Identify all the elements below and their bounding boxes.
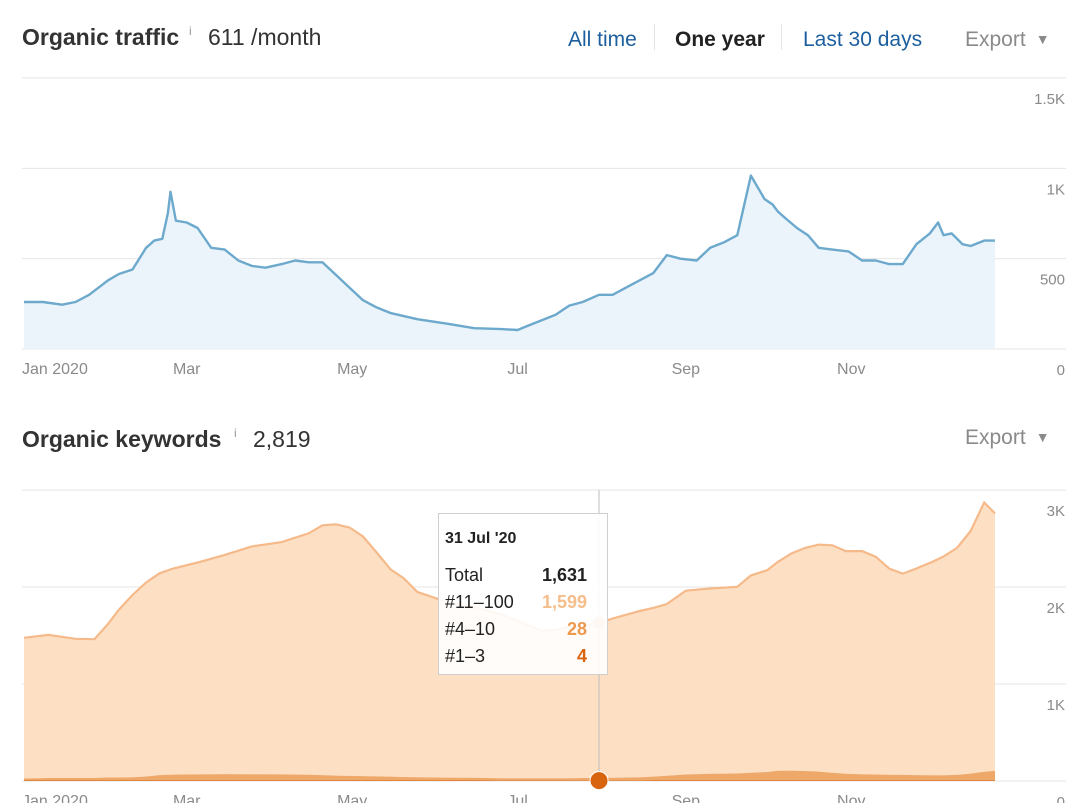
tooltip-row-11-100: #11–100 1,599: [445, 592, 587, 613]
x-tick-label: Jul: [507, 793, 527, 803]
export-label: Export: [965, 28, 1026, 51]
y-tick-label: 1K: [1047, 697, 1065, 714]
y-tick-label: 0: [1057, 362, 1065, 379]
y-tick-label: 0: [1057, 794, 1065, 803]
x-tick-label: Nov: [837, 361, 865, 378]
x-tick-label: Sep: [672, 793, 701, 803]
export-label: Export: [965, 426, 1026, 449]
chevron-down-icon: ▼: [1035, 429, 1050, 445]
traffic-title: Organic traffic: [22, 24, 180, 50]
x-tick-label: Jul: [507, 361, 527, 378]
traffic-area: [24, 175, 995, 349]
x-tick-label: Mar: [173, 361, 201, 378]
series-1-3-area: [24, 780, 995, 781]
y-tick-label: 1K: [1047, 181, 1065, 198]
traffic-value: 611 /month: [208, 24, 322, 50]
traffic-export-button[interactable]: Export ▼: [965, 28, 1050, 52]
tooltip-label: #11–100: [445, 592, 514, 612]
chart-tooltip: 31 Jul '20 Total 1,631 #11–100 1,599 #4–…: [438, 513, 608, 675]
traffic-chart: 0 500 1K 1.5K Jan 2020 Mar May Jul Sep Nov: [22, 77, 1066, 379]
tooltip-date: 31 Jul '20: [445, 530, 517, 547]
x-tick-label: May: [337, 361, 367, 378]
y-tick-label: 1.5K: [1034, 91, 1065, 108]
range-one-year-button[interactable]: One year: [675, 28, 765, 51]
tooltip-label: #4–10: [445, 619, 496, 639]
keywords-export-button[interactable]: Export ▼: [965, 426, 1050, 450]
range-last-30-days-button[interactable]: Last 30 days: [803, 28, 923, 51]
tooltip-label: Total: [445, 565, 484, 585]
hover-point-1-3: [589, 771, 609, 791]
tooltip-value: 4: [576, 646, 587, 666]
x-tick-label: Mar: [173, 793, 201, 803]
chevron-down-icon: ▼: [1035, 31, 1050, 47]
info-icon[interactable]: i: [234, 426, 237, 440]
range-divider: [781, 24, 782, 50]
info-icon[interactable]: i: [189, 24, 192, 38]
tooltip-value: 1,599: [541, 592, 587, 612]
range-divider: [654, 24, 655, 50]
tooltip-value: 1,631: [541, 565, 587, 585]
x-tick-label: Sep: [672, 361, 701, 378]
x-tick-label: May: [337, 793, 367, 803]
y-tick-label: 3K: [1047, 503, 1065, 520]
x-tick-label: Jan 2020: [22, 793, 88, 803]
keywords-value: 2,819: [253, 426, 311, 452]
keywords-title: Organic keywords: [22, 426, 222, 452]
y-tick-label: 2K: [1047, 600, 1065, 617]
traffic-line: [24, 174, 995, 332]
tooltip-row-4-10: #4–10 28: [445, 619, 587, 640]
traffic-header: Organic traffic i 611 /month All time On…: [0, 22, 1080, 62]
tooltip-value: 28: [566, 619, 587, 639]
y-tick-label: 500: [1040, 272, 1065, 289]
range-all-time-button[interactable]: All time: [568, 28, 637, 51]
keywords-header: Organic keywords i 2,819 Export ▼: [0, 424, 1080, 464]
tooltip-row-total: Total 1,631: [445, 565, 587, 586]
series-4-10-area: [24, 770, 995, 781]
x-tick-label: Jan 2020: [22, 361, 88, 378]
x-tick-label: Nov: [837, 793, 865, 803]
tooltip-label: #1–3: [445, 646, 486, 666]
tooltip-row-1-3: #1–3 4: [445, 646, 587, 667]
